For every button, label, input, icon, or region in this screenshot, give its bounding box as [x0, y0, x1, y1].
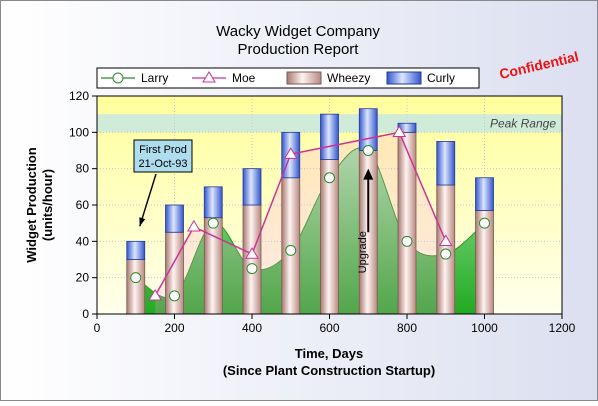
legend-label-wheezy: Wheezy: [327, 71, 370, 85]
x-tick-label-5: 1000: [471, 321, 498, 335]
legend: Larry Moe Wheezy Curly: [96, 67, 480, 89]
x-tick-label-4: 800: [397, 321, 417, 335]
x-axis-label-line-1: Time, Days: [295, 346, 363, 361]
bar-curly-1: [165, 204, 184, 233]
annotation-upgrade-arrow-head: [363, 168, 374, 180]
bar-wheezy-3: [242, 204, 262, 315]
y-tick-label-6: 120: [69, 89, 89, 103]
x-tick-label-3: 600: [319, 321, 339, 335]
annotation-first-prod-line-2: 21-Oct-93: [139, 158, 188, 170]
peak-range-label: Peak Range: [490, 116, 556, 130]
bar-wheezy-0: [126, 259, 146, 315]
point-larry-3: [246, 263, 258, 275]
legend-swatch-wheezy: [286, 71, 322, 85]
y-axis-label: Widget Production (units/hour): [24, 147, 55, 262]
point-larry-0: [130, 272, 142, 284]
bar-curly-0: [126, 240, 146, 260]
point-larry-2: [207, 217, 219, 229]
point-moe-5: [438, 234, 453, 247]
y-tick-label-5: 100: [69, 125, 89, 139]
point-moe-4: [392, 125, 407, 138]
x-tick-label-2: 400: [242, 321, 262, 335]
axes: 0 200 400 600 800 1000 1200 0 20 40 60 80 100 120: [69, 89, 576, 335]
legend-label-larry: Larry: [141, 71, 168, 85]
series-moe-line: [154, 131, 447, 297]
plot-area: Peak Range First Prod 21-Oct-93 Upgrade: [97, 95, 563, 315]
chart-title-line-2: Production Report: [238, 41, 360, 58]
annotation-upgrade-label: Upgrade: [357, 231, 369, 273]
point-larry-4: [285, 244, 297, 256]
legend-swatch-larry-marker: [112, 72, 124, 84]
series-larry-area: [135, 147, 485, 315]
chart-title-line-1: Wacky Widget Company: [216, 23, 380, 40]
point-larry-5: [324, 172, 335, 184]
x-tick-label-0: 0: [94, 321, 101, 335]
bar-curly-3: [242, 168, 262, 206]
point-larry-6: [362, 145, 374, 156]
x-axis-label: Time, Days (Since Plant Construction Sta…: [223, 346, 435, 378]
annotation-first-prod-arrow-shaft: [139, 173, 157, 227]
point-moe-0: [148, 288, 162, 301]
point-larry-8: [440, 248, 452, 260]
bar-curly-6: [358, 108, 378, 151]
legend-label-moe: Moe: [232, 71, 256, 85]
y-axis-label-line-1: Widget Production: [24, 147, 39, 262]
annotation-first-prod-arrow-head: [139, 217, 146, 227]
bar-curly-2: [203, 186, 223, 219]
x-tick-label-6: 1200: [549, 321, 576, 335]
y-tick-label-4: 80: [76, 162, 90, 176]
bar-wheezy-7: [397, 131, 417, 315]
legend-swatch-moe-marker: [202, 71, 216, 83]
point-moe-3: [283, 147, 298, 159]
chart-title: Wacky Widget Company Production Report: [216, 23, 380, 58]
point-larry-9: [479, 217, 490, 229]
annotation-first-prod-box: [133, 139, 193, 173]
x-axis-label-line-2: (Since Plant Construction Startup): [223, 363, 435, 378]
bar-curly-9: [475, 177, 494, 211]
y-tick-label-2: 40: [76, 234, 90, 248]
y-tick-label-0: 0: [82, 307, 89, 321]
x-tick-label-1: 200: [164, 321, 184, 335]
annotation-first-prod-line-1: First Prod: [139, 144, 187, 156]
bar-curly-5: [320, 113, 339, 160]
point-larry-1: [169, 290, 180, 302]
y-axis-label-line-2: (units/hour): [40, 169, 55, 241]
y-tick-label-1: 20: [76, 271, 90, 285]
point-larry-7: [401, 235, 413, 247]
legend-label-curly: Curly: [427, 71, 455, 85]
legend-swatch-curly: [386, 71, 422, 85]
point-moe-2: [245, 247, 259, 259]
point-moe-1: [187, 219, 201, 232]
bar-curly-8: [436, 141, 456, 186]
y-tick-label-3: 60: [76, 198, 90, 212]
